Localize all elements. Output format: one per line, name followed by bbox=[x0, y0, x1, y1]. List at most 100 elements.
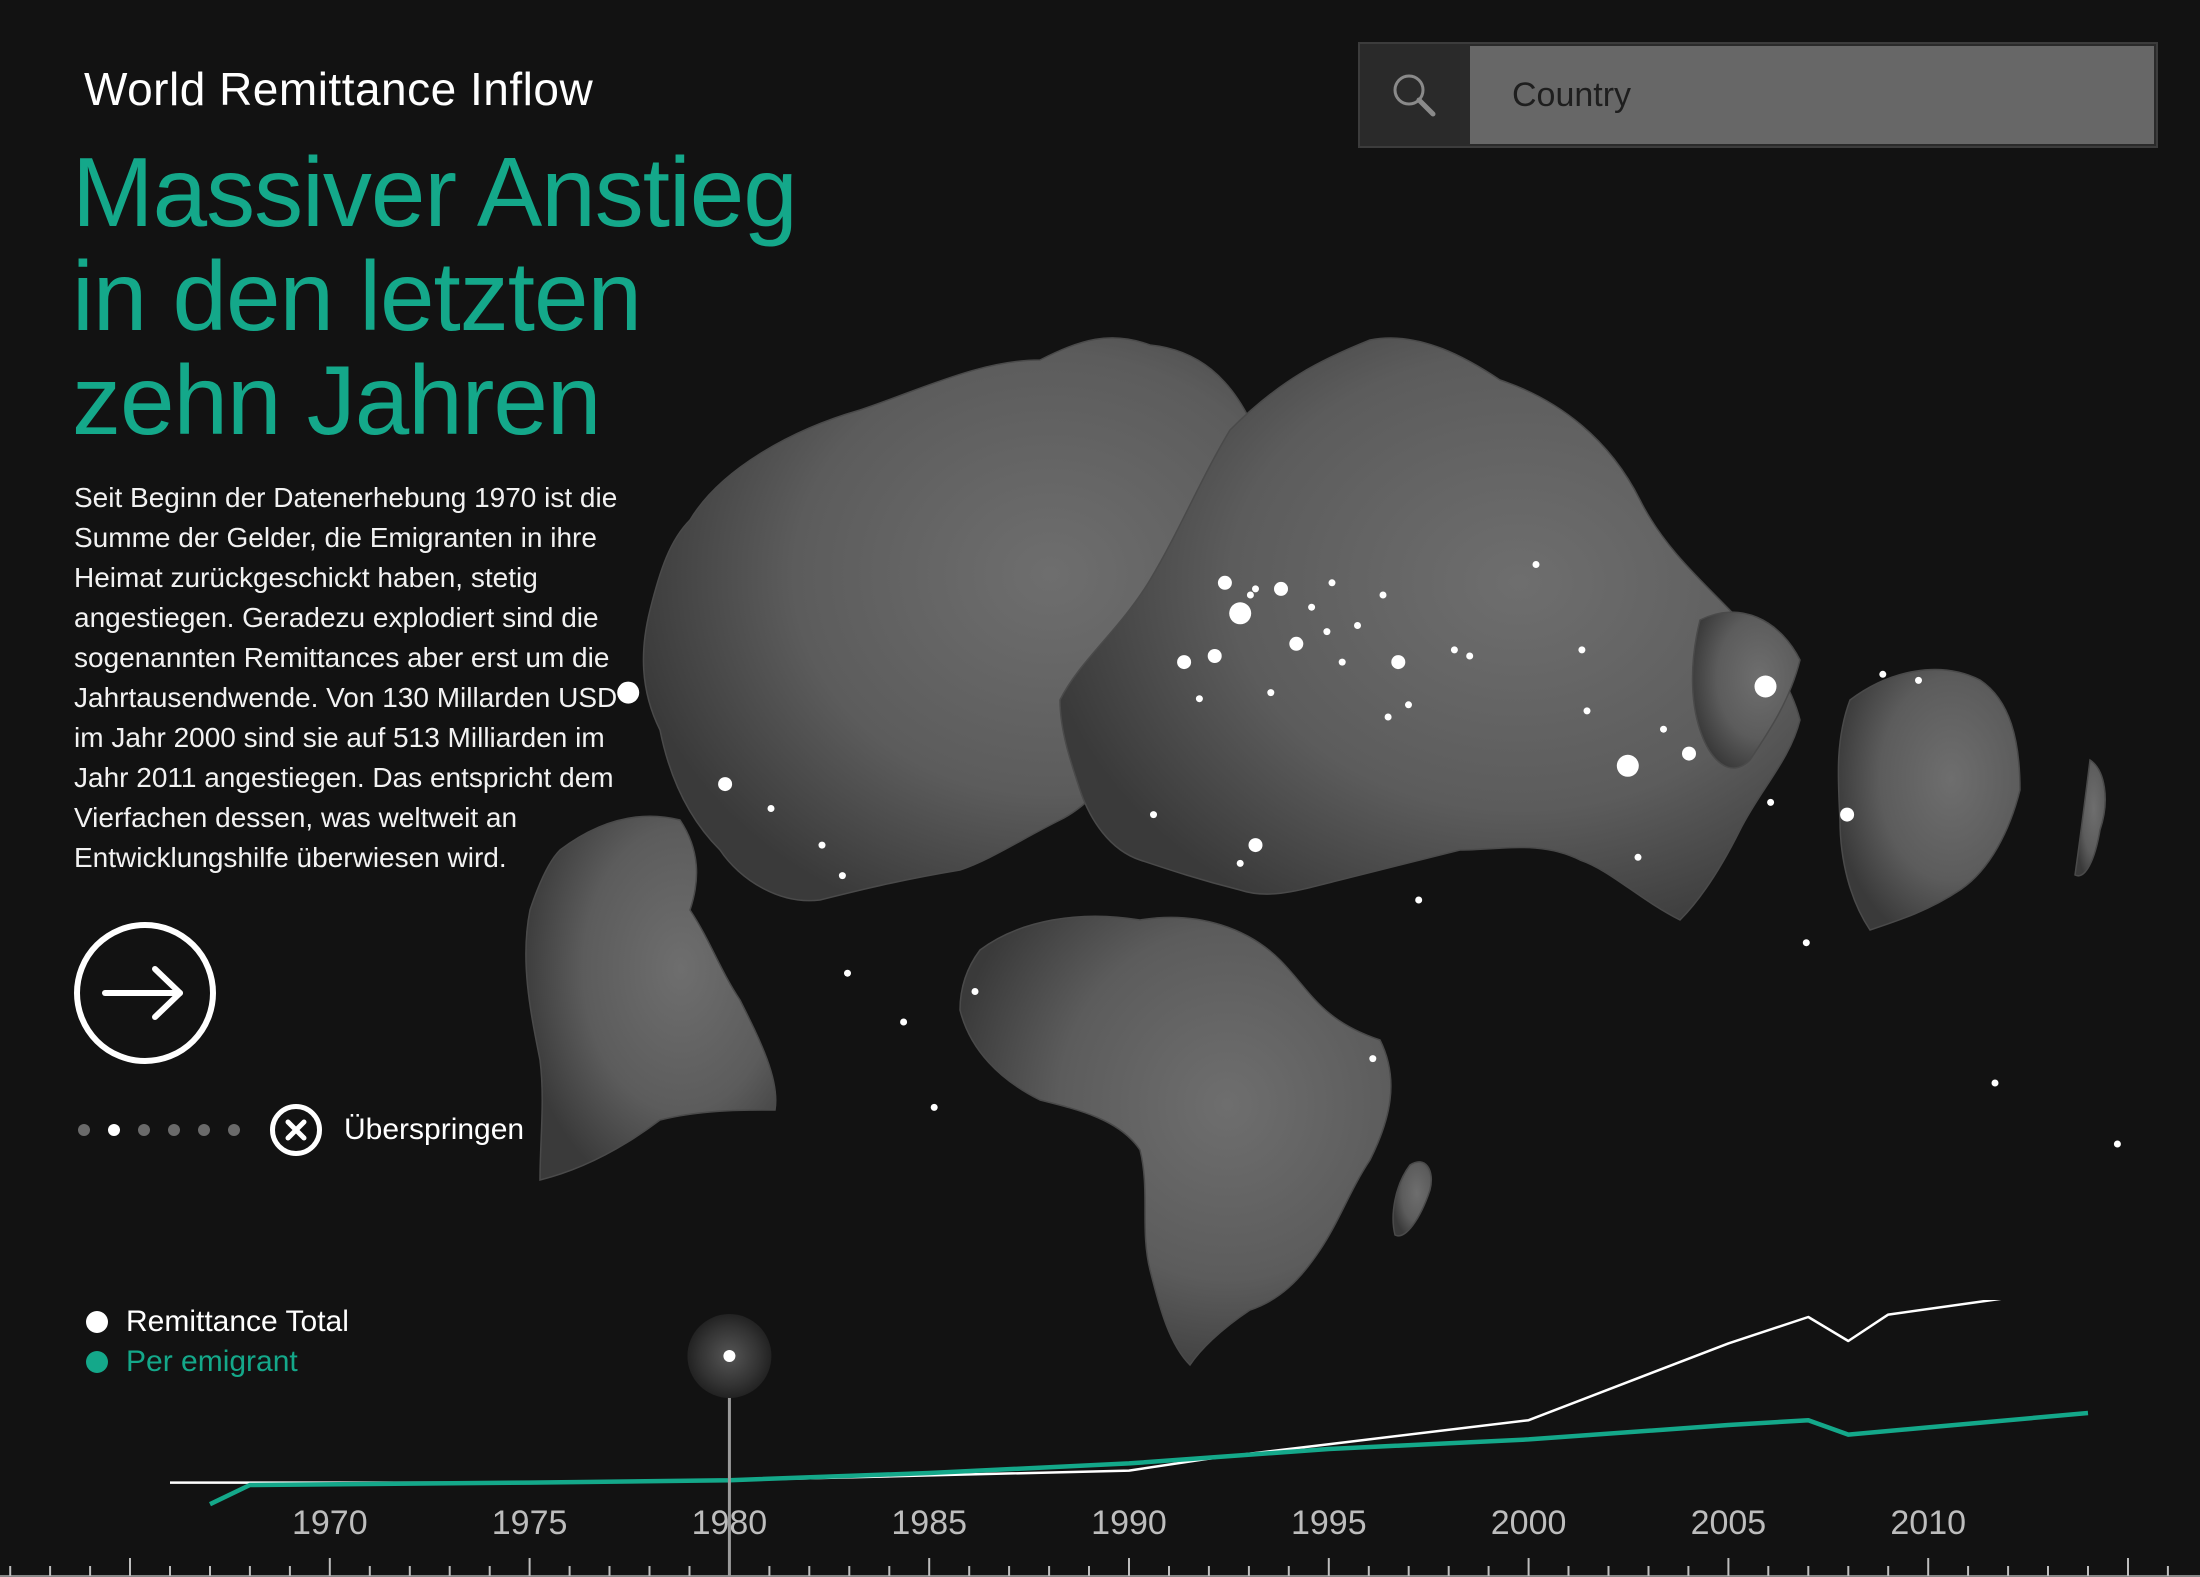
country-search bbox=[1358, 42, 2158, 148]
timeline-lines bbox=[170, 1300, 2089, 1507]
map-data-dot bbox=[1150, 811, 1157, 819]
legend-label: Per emigrant bbox=[126, 1345, 298, 1378]
next-button[interactable] bbox=[74, 922, 216, 1064]
scrubber-center-dot bbox=[723, 1350, 736, 1362]
map-data-dot bbox=[1267, 689, 1275, 697]
page-indicator bbox=[78, 1124, 240, 1136]
map-data-dot bbox=[1369, 1055, 1377, 1063]
timeline-chart[interactable]: 1970 1975 1980 1985 1990 1995 2000 2005 2010 bbox=[0, 1300, 2200, 1577]
page-dot-active[interactable] bbox=[108, 1124, 120, 1136]
x-tick-label: 1990 bbox=[1091, 1504, 1167, 1542]
map-data-dot bbox=[818, 841, 826, 849]
page-dot[interactable] bbox=[198, 1124, 210, 1136]
series-line bbox=[170, 1300, 2002, 1484]
x-tick-label: 1985 bbox=[891, 1504, 967, 1542]
chart-legend: Remittance Total Per emigrant bbox=[86, 1302, 349, 1382]
landmass-new-zealand bbox=[2074, 758, 2106, 877]
map-data-dot bbox=[1379, 591, 1387, 599]
map-land bbox=[525, 337, 2106, 1367]
map-data-dot bbox=[1236, 859, 1244, 867]
landmass-south-america bbox=[525, 815, 777, 1181]
x-tick-label: 2005 bbox=[1691, 1504, 1767, 1542]
map-data-dot bbox=[1328, 579, 1336, 587]
map-data-dot bbox=[1879, 670, 1887, 678]
map-data-dot bbox=[1840, 807, 1855, 822]
timeline-axis bbox=[0, 1558, 2200, 1577]
map-data-dot bbox=[838, 872, 846, 880]
map-data-dot bbox=[1323, 628, 1331, 636]
map-data-dot bbox=[1682, 746, 1696, 761]
legend-swatch bbox=[86, 1351, 108, 1373]
map-data-dot bbox=[900, 1018, 908, 1026]
map-data-dot bbox=[1450, 646, 1458, 654]
map-data-dot bbox=[1405, 701, 1412, 709]
x-tick-label: 1995 bbox=[1291, 1504, 1367, 1542]
legend-item: Per emigrant bbox=[86, 1342, 349, 1382]
skip-label: Überspringen bbox=[344, 1113, 525, 1146]
map-data-dot bbox=[1991, 1079, 1999, 1087]
map-data-dot bbox=[1466, 652, 1474, 660]
page-dot[interactable] bbox=[168, 1124, 180, 1136]
map-data-dot bbox=[844, 969, 851, 977]
landmass-australia bbox=[1837, 668, 2021, 931]
map-data-dot bbox=[1246, 591, 1254, 599]
search-icon[interactable] bbox=[1360, 44, 1468, 146]
map-data-dot bbox=[1338, 658, 1346, 666]
map-data-dot bbox=[1583, 707, 1591, 715]
map-data-dot bbox=[1229, 602, 1252, 625]
search-input[interactable] bbox=[1470, 46, 2154, 144]
landmass-eurasia bbox=[1059, 337, 1801, 921]
x-tick-label: 2010 bbox=[1890, 1504, 1966, 1542]
headline-line: in den letzten bbox=[72, 241, 642, 351]
remittance-dots bbox=[617, 561, 2121, 1148]
app-title: World Remittance Inflow bbox=[84, 63, 594, 115]
page-dot[interactable] bbox=[138, 1124, 150, 1136]
legend-label: Remittance Total bbox=[126, 1305, 349, 1338]
intro-text: Seit Beginn der Datenerhebung 1970 ist d… bbox=[74, 482, 618, 873]
legend-swatch bbox=[86, 1311, 108, 1333]
map-data-dot bbox=[1354, 622, 1361, 629]
map-data-dot bbox=[718, 777, 733, 792]
map-data-dot bbox=[930, 1103, 938, 1111]
page-dot[interactable] bbox=[228, 1124, 240, 1136]
landmass-africa bbox=[959, 915, 1392, 1367]
skip-button[interactable]: Überspringen bbox=[270, 1104, 524, 1156]
map-data-dot bbox=[617, 681, 640, 704]
map-data-dot bbox=[1384, 713, 1392, 721]
map-data-dot bbox=[1802, 939, 1810, 947]
timeline-labels: 1970 1975 1980 1985 1990 1995 2000 2005 2010 bbox=[292, 1504, 1966, 1542]
x-tick-label: 2000 bbox=[1491, 1504, 1567, 1542]
map-data-dot bbox=[1248, 838, 1263, 853]
map-data-dot bbox=[971, 988, 979, 995]
map-data-dot bbox=[1915, 676, 1922, 684]
map-data-dot bbox=[767, 805, 775, 812]
map-data-dot bbox=[1274, 581, 1288, 596]
map-data-dot bbox=[1252, 585, 1259, 593]
map-data-dot bbox=[1207, 649, 1222, 663]
close-circle-icon bbox=[270, 1104, 322, 1156]
landmass-southeast-asia bbox=[1691, 611, 1801, 769]
map-data-dot bbox=[1634, 853, 1642, 861]
headline: Massiver Anstieg in den letzten zehn Jah… bbox=[72, 140, 832, 452]
x-tick-label: 1975 bbox=[492, 1504, 568, 1542]
map-data-dot bbox=[1289, 636, 1304, 651]
map-data-dot bbox=[2113, 1140, 2121, 1148]
series-line bbox=[209, 1410, 2089, 1507]
map-data-dot bbox=[1754, 675, 1777, 698]
map-data-dot bbox=[1308, 603, 1316, 611]
map-data-dot bbox=[1532, 561, 1540, 568]
map-data-dot bbox=[1217, 575, 1232, 590]
page-dot[interactable] bbox=[78, 1124, 90, 1136]
arrow-right-icon bbox=[102, 966, 183, 1020]
year-scrubber[interactable] bbox=[687, 1314, 772, 1576]
map-data-dot bbox=[1767, 798, 1775, 806]
map-data-dot bbox=[1616, 754, 1639, 777]
map-data-dot bbox=[1195, 695, 1203, 703]
x-tick-label: 1970 bbox=[292, 1504, 368, 1542]
map-data-dot bbox=[1660, 725, 1667, 733]
map-data-dot bbox=[1391, 655, 1406, 670]
map-data-dot bbox=[1578, 646, 1586, 654]
headline-line: zehn Jahren bbox=[72, 345, 601, 455]
map-data-dot bbox=[1415, 896, 1423, 904]
